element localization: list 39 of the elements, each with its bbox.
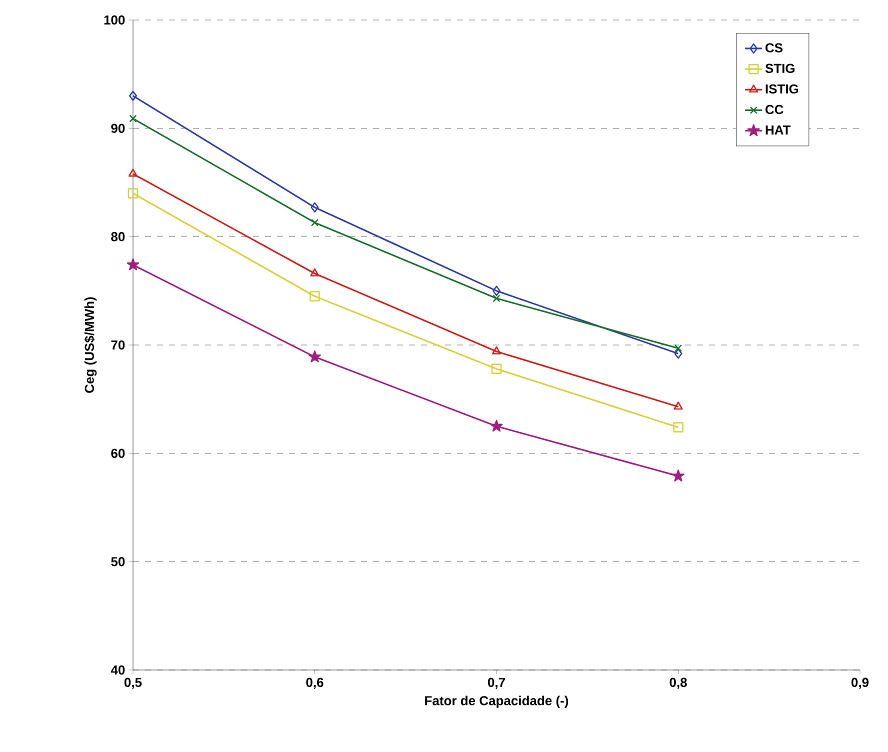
x-tick-label: 0,5 <box>124 678 142 689</box>
point <box>308 350 321 362</box>
point <box>128 90 138 101</box>
point <box>129 114 137 122</box>
point <box>674 402 683 410</box>
x-tick-label: 0,8 <box>670 678 687 689</box>
point <box>674 348 682 359</box>
point <box>310 291 320 302</box>
point <box>674 344 682 352</box>
y-tick-label: 40 <box>110 665 125 675</box>
point <box>492 286 501 296</box>
legend-label: HAT <box>766 126 791 134</box>
x-axis-title: Fator de Capacidade (-) <box>425 696 568 708</box>
x-tick-label: 0,7 <box>488 678 505 689</box>
legend-label: ISTIG <box>766 84 798 94</box>
point <box>672 470 684 482</box>
y-tick-label: 50 <box>111 557 125 566</box>
y-tick-label: 100 <box>104 15 125 25</box>
legend-label: CC <box>765 104 784 114</box>
legend-label: STIG <box>765 64 794 73</box>
y-axis-title: Ceg (US$/MWh) <box>84 297 97 393</box>
y-tick-label: 70 <box>111 340 125 350</box>
y-tick-label: 90 <box>111 124 125 133</box>
point <box>128 168 138 177</box>
x-tick-label: 0,6 <box>306 678 324 689</box>
y-tick-label: 80 <box>111 232 125 242</box>
point <box>491 364 502 374</box>
point <box>492 294 500 302</box>
point <box>492 346 502 354</box>
point <box>310 268 320 276</box>
legend-label: CS <box>765 43 783 52</box>
point <box>310 202 319 213</box>
point <box>126 258 140 270</box>
point <box>310 218 319 226</box>
y-tick-label: 60 <box>111 448 125 458</box>
point <box>673 422 684 432</box>
point <box>490 420 503 432</box>
point <box>128 188 138 198</box>
x-tick-label: 0,9 <box>851 678 869 689</box>
